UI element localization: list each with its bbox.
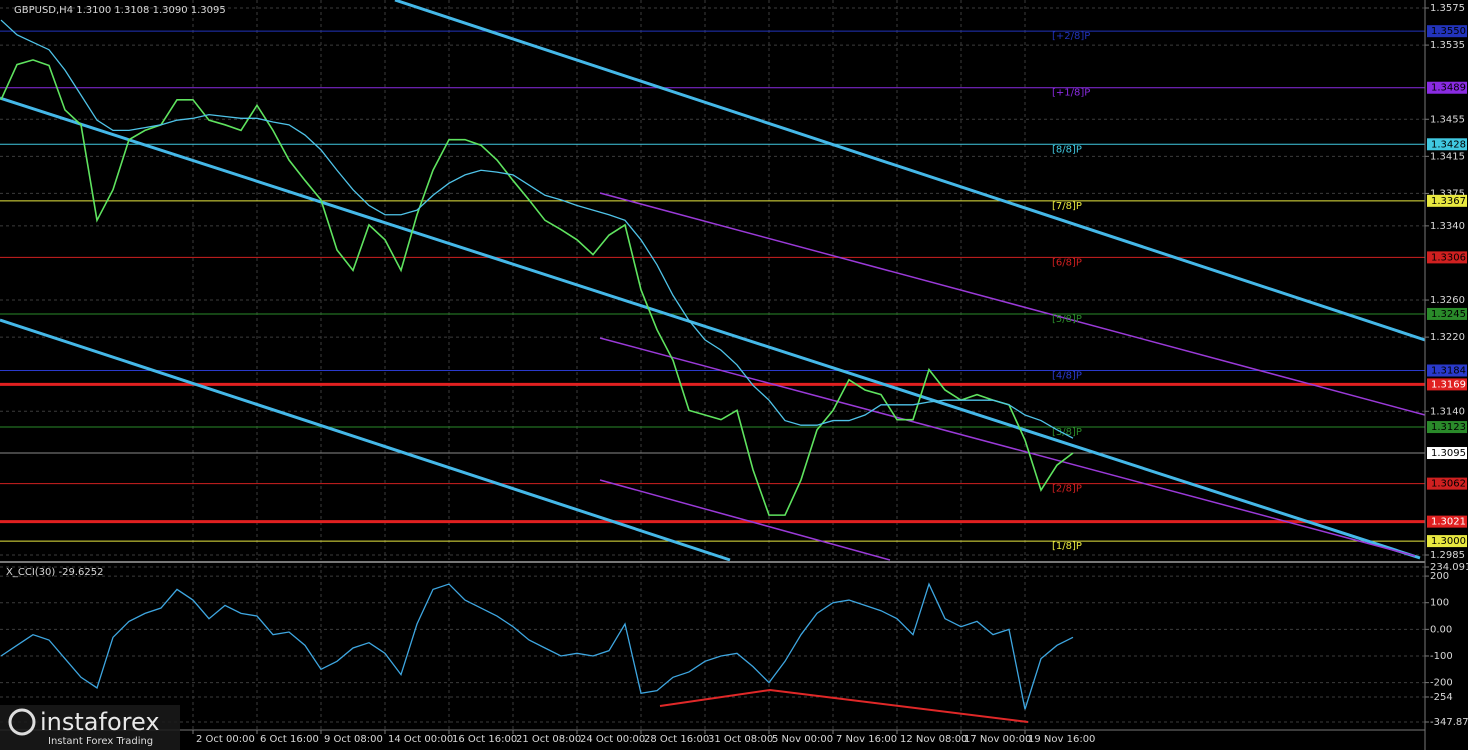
x-tick-label: 14 Oct 00:00 — [388, 734, 453, 745]
level-price-label: 1.3000 — [1431, 536, 1466, 547]
indicator-line — [0, 582, 1074, 710]
channel-line — [0, 318, 731, 562]
y-tick-label: 1.3375 — [1430, 188, 1465, 199]
level-price-box — [1427, 25, 1467, 38]
y-tick-label: 1.3220 — [1430, 332, 1465, 343]
channel-line — [0, 96, 1421, 560]
level-tag: [1/8]P — [1052, 541, 1082, 552]
watermark-tagline: Instant Forex Trading — [48, 736, 153, 747]
level-tag: [4/8]P — [1052, 371, 1082, 382]
x-tick-label: 9 Oct 08:00 — [324, 734, 383, 745]
y-tick-label: -200 — [1430, 678, 1453, 689]
x-tick-label: 28 Oct 16:00 — [644, 734, 709, 745]
level-price-box — [1427, 364, 1467, 377]
level-price-box — [1427, 81, 1467, 94]
level-price-label: 1.3245 — [1431, 309, 1466, 320]
channels — [0, 0, 1426, 723]
y-tick-label: 1.3575 — [1430, 3, 1465, 14]
indicator-line — [0, 19, 1074, 439]
y-tick-label: 1.2985 — [1430, 550, 1465, 561]
level-price-label: 1.3184 — [1431, 366, 1466, 377]
level-tag: [5/8]P — [1052, 314, 1082, 325]
level-tag: [+1/8]P — [1052, 88, 1090, 99]
level-price-box — [1427, 477, 1467, 490]
level-price-label: 1.3306 — [1431, 252, 1466, 263]
y-tick-label: 1.3415 — [1430, 151, 1465, 162]
x-tick-label: 17 Nov 00:00 — [964, 734, 1031, 745]
y-tick-label: 100 — [1430, 598, 1449, 609]
watermark-brand: instaforex — [40, 708, 160, 736]
level-price-box — [1427, 194, 1467, 207]
y-tick-label: 1.3535 — [1430, 40, 1465, 51]
channel-line — [394, 0, 1426, 342]
x-tick-label: 16 Oct 16:00 — [452, 734, 517, 745]
level-price-label: 1.3489 — [1431, 83, 1466, 94]
level-price-box — [1427, 251, 1467, 264]
level-tag: [2/8]P — [1052, 484, 1082, 495]
channel-line — [599, 192, 1426, 416]
watermark: instaforex Instant Forex Trading — [0, 705, 180, 750]
x-tick-label: 2 Oct 00:00 — [196, 734, 255, 745]
level-tag: [6/8]P — [1052, 257, 1082, 268]
y-tick-label: 1.3260 — [1430, 295, 1465, 306]
level-price-label: 1.3367 — [1431, 196, 1466, 207]
y-tick-label: 1.3140 — [1430, 406, 1465, 417]
x-tick-label: 19 Nov 16:00 — [1028, 734, 1095, 745]
price-line — [0, 59, 1074, 516]
x-tick-label: 31 Oct 08:00 — [708, 734, 773, 745]
x-tick-label: 5 Nov 00:00 — [772, 734, 833, 745]
level-tag: [3/8]P — [1052, 427, 1082, 438]
divergence-line — [659, 688, 1029, 723]
level-price-label: 1.3428 — [1431, 139, 1466, 150]
y-tick-label: -100 — [1430, 651, 1453, 662]
level-price-label: 1.3550 — [1431, 26, 1466, 37]
level-price-label: 1.3123 — [1431, 422, 1466, 433]
y-tick-label: -254 — [1430, 692, 1453, 703]
watermark-logo — [8, 708, 36, 736]
level-tag: [+2/8]P — [1052, 31, 1090, 42]
level-price-box — [1427, 138, 1467, 151]
channel-line — [599, 337, 1416, 557]
y-tick-label: 0.00 — [1430, 624, 1452, 635]
indicator-title: X_CCI(30) -29.6252 — [6, 567, 103, 578]
price-level-box — [1427, 378, 1467, 391]
price-level-label: 1.3021 — [1431, 517, 1466, 528]
chart-title: GBPUSD,H4 1.3100 1.3108 1.3090 1.3095 — [14, 5, 226, 16]
y-tick-label: -347.8744 — [1430, 717, 1468, 728]
y-tick-label: 200 — [1430, 571, 1449, 582]
x-tick-label: 6 Oct 16:00 — [260, 734, 319, 745]
x-tick-label: 7 Nov 16:00 — [836, 734, 897, 745]
x-tick-label: 21 Oct 08:00 — [516, 734, 581, 745]
y-tick-label: 234.0912 — [1430, 562, 1468, 573]
level-price-box — [1427, 307, 1467, 320]
x-tick-label: 24 Oct 00:00 — [580, 734, 645, 745]
y-tick-label: 1.3340 — [1430, 221, 1465, 232]
level-tag: [7/8]P — [1052, 201, 1082, 212]
level-price-box — [1427, 535, 1467, 548]
price-level-box — [1427, 447, 1467, 460]
price-level-label: 1.3169 — [1431, 379, 1466, 390]
level-price-box — [1427, 421, 1467, 434]
price-level-label: 1.3095 — [1431, 448, 1466, 459]
price-level-box — [1427, 515, 1467, 528]
level-price-label: 1.3062 — [1431, 479, 1466, 490]
y-tick-label: 1.3455 — [1430, 114, 1465, 125]
channel-line — [599, 479, 891, 561]
x-tick-label: 12 Nov 08:00 — [900, 734, 967, 745]
level-tag: [8/8]P — [1052, 144, 1082, 155]
